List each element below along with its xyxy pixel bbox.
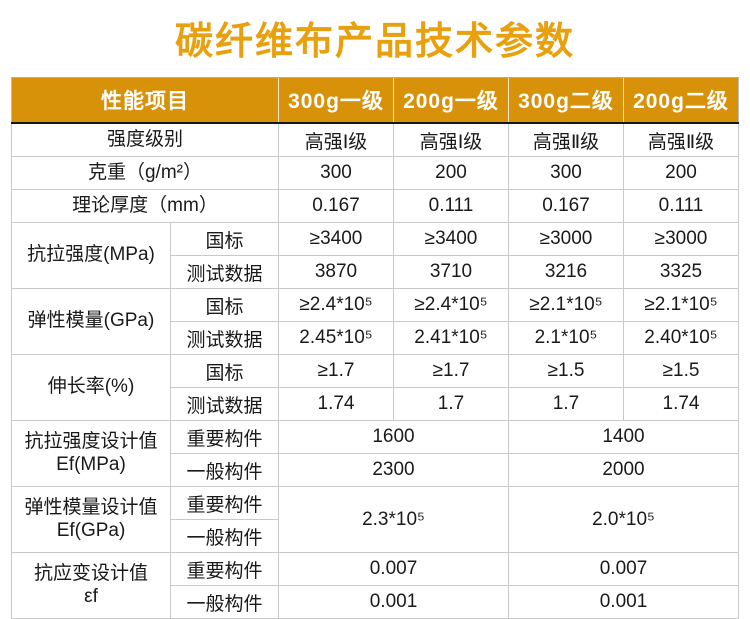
page: 碳纤维布产品技术参数 性能项目 300g一级 200g一级 300g二级 200… [0, 10, 750, 619]
value-cell: 0.111 [623, 189, 739, 223]
row-label-strength-grade: 强度级别 [11, 122, 279, 157]
sub-label-general-member: 一般构件 [170, 585, 279, 619]
value-cell: ≥3400 [278, 222, 394, 256]
row-label-weight: 克重（g/m²） [11, 156, 279, 190]
value-cell: ≥2.1*10⁵ [508, 288, 624, 322]
row-label-thickness: 理论厚度（mm） [11, 189, 279, 223]
col-header-200g-grade1: 200g一级 [393, 77, 509, 124]
table-row: 抗拉强度(MPa) 国标 ≥3400 ≥3400 ≥3000 ≥3000 [11, 222, 739, 289]
sub-label-test-data: 测试数据 [170, 321, 279, 355]
value-cell: 0.111 [393, 189, 509, 223]
value-cell: ≥3000 [508, 222, 624, 256]
value-cell: 2.40*10⁵ [623, 321, 739, 355]
table-row: 强度级别 高强Ⅰ级 高强Ⅰ级 高强Ⅱ级 高强Ⅱ级 [11, 122, 739, 157]
value-cell: 3216 [508, 255, 624, 289]
value-cell: ≥2.4*10⁵ [278, 288, 394, 322]
sub-label-test-data: 测试数据 [170, 387, 279, 421]
value-cell: 高强Ⅰ级 [278, 122, 394, 157]
value-cell: ≥1.7 [278, 354, 394, 388]
table-row: 一般构件 [12, 519, 739, 553]
value-cell: 0.001 [278, 585, 509, 619]
value-cell: 2300 [278, 453, 509, 487]
value-cell: 2.0*10⁵ [508, 486, 739, 553]
value-cell: 高强Ⅱ级 [508, 122, 624, 157]
value-cell: 1.7 [508, 387, 624, 421]
value-cell: 300 [278, 156, 394, 190]
sub-label-national-standard: 国标 [170, 354, 279, 388]
table-row: 测试数据 2.45*10⁵ 2.41*10⁵ 2.1*10⁵ 2.40*10⁵ [12, 321, 739, 355]
value-cell: ≥3400 [393, 222, 509, 256]
row-label-strain-design-value: 抗应变设计值 εf [11, 552, 171, 619]
value-cell: ≥1.7 [393, 354, 509, 388]
table-row: 弹性模量设计值 Ef(GPa) 重要构件 2.3*10⁵ 2.0*10⁵ [11, 486, 739, 553]
value-cell: 0.167 [278, 189, 394, 223]
value-cell: 200 [623, 156, 739, 190]
value-cell: 3710 [393, 255, 509, 289]
table-row: 测试数据 3870 3710 3216 3325 [12, 255, 739, 289]
sub-label-important-member: 重要构件 [170, 486, 279, 520]
row-label-elastic-modulus: 弹性模量(GPa) [11, 288, 171, 355]
value-cell: 3325 [623, 255, 739, 289]
row-label-modulus-design-value: 弹性模量设计值 Ef(GPa) [11, 486, 171, 553]
value-cell: 0.001 [508, 585, 739, 619]
sub-label-important-member: 重要构件 [170, 420, 279, 454]
page-title: 碳纤维布产品技术参数 [174, 21, 575, 63]
value-cell: 1.74 [623, 387, 739, 421]
row-label-tensile-strength: 抗拉强度(MPa) [11, 222, 171, 289]
table-row: 抗拉强度设计值 Ef(MPa) 重要构件 1600 1400 [11, 420, 739, 487]
value-cell: 1.7 [393, 387, 509, 421]
table-row: 克重（g/m²） 300 200 300 200 [11, 156, 739, 190]
row-label-tensile-design-value: 抗拉强度设计值 Ef(MPa) [11, 420, 171, 487]
value-cell: 1600 [278, 420, 509, 454]
value-cell: ≥1.5 [623, 354, 739, 388]
value-cell: 2.41*10⁵ [393, 321, 509, 355]
col-header-property: 性能项目 [11, 77, 279, 124]
spec-table: 性能项目 300g一级 200g一级 300g二级 200g二级 强度级别 高强… [11, 77, 739, 619]
value-cell: 2.45*10⁵ [278, 321, 394, 355]
table-row: 弹性模量(GPa) 国标 ≥2.4*10⁵ ≥2.4*10⁵ ≥2.1*10⁵ … [11, 288, 739, 355]
value-cell: 2.1*10⁵ [508, 321, 624, 355]
value-cell: ≥2.1*10⁵ [623, 288, 739, 322]
value-cell: ≥1.5 [508, 354, 624, 388]
value-cell: 0.167 [508, 189, 624, 223]
value-cell: 高强Ⅱ级 [623, 122, 739, 157]
table-row: 理论厚度（mm） 0.167 0.111 0.167 0.111 [11, 189, 739, 223]
table-row: 测试数据 1.74 1.7 1.7 1.74 [12, 387, 739, 421]
sub-label-national-standard: 国标 [170, 288, 279, 322]
sub-label-test-data: 测试数据 [170, 255, 279, 289]
value-cell: 0.007 [278, 552, 509, 586]
value-cell: 300 [508, 156, 624, 190]
sub-label-important-member: 重要构件 [170, 552, 279, 586]
value-cell: 0.007 [508, 552, 739, 586]
value-cell: 200 [393, 156, 509, 190]
value-cell: 3870 [278, 255, 394, 289]
value-cell: ≥2.4*10⁵ [393, 288, 509, 322]
sub-label-general-member: 一般构件 [170, 453, 279, 487]
row-label-elongation: 伸长率(%) [11, 354, 171, 421]
col-header-300g-grade2: 300g二级 [508, 77, 624, 124]
value-cell: 1.74 [278, 387, 394, 421]
value-cell: 2000 [508, 453, 739, 487]
col-header-300g-grade1: 300g一级 [278, 77, 394, 124]
value-cell: ≥3000 [623, 222, 739, 256]
value-cell: 2.3*10⁵ [278, 486, 509, 553]
value-cell: 高强Ⅰ级 [393, 122, 509, 157]
sub-label-general-member: 一般构件 [170, 519, 279, 553]
col-header-200g-grade2: 200g二级 [623, 77, 739, 124]
header-row: 性能项目 300g一级 200g一级 300g二级 200g二级 [11, 77, 739, 124]
table-row: 伸长率(%) 国标 ≥1.7 ≥1.7 ≥1.5 ≥1.5 [11, 354, 739, 421]
sub-label-national-standard: 国标 [170, 222, 279, 256]
table-row: 抗应变设计值 εf 重要构件 0.007 0.007 [11, 552, 739, 619]
value-cell: 1400 [508, 420, 739, 454]
